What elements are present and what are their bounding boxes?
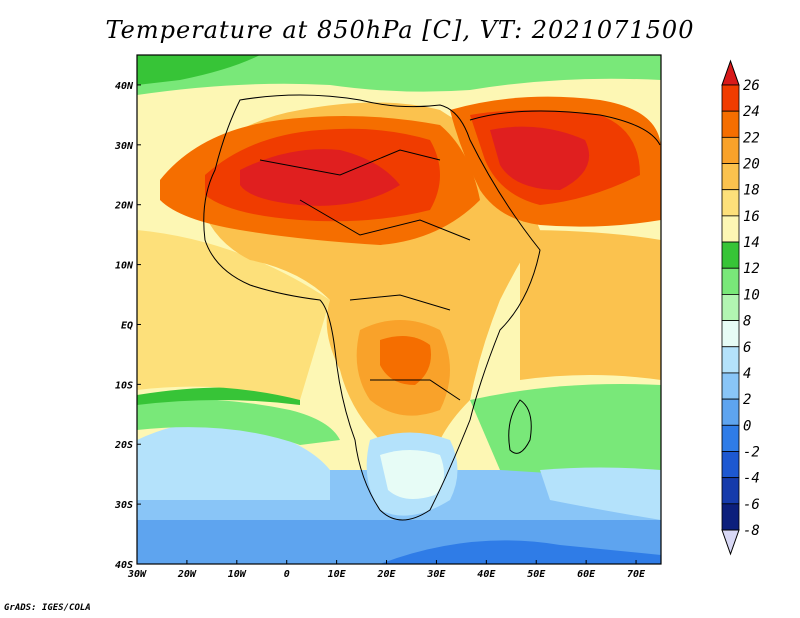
- lat-tick-label: 10N: [115, 261, 134, 272]
- lat-tick-label: 30S: [114, 500, 133, 511]
- map-frame: [136, 54, 662, 565]
- colorbar-label: 22: [743, 130, 760, 146]
- lon-tick-label: 10E: [328, 569, 347, 580]
- lon-tick-label: 20W: [177, 569, 197, 580]
- colorbar-box: [721, 398, 740, 426]
- lon-tick-label: 30E: [426, 569, 446, 580]
- lat-tick-label: 20N: [114, 201, 134, 212]
- colorbar-box: [721, 136, 740, 164]
- colorbar-box: [721, 267, 740, 295]
- colorbar-label: 8: [743, 314, 751, 330]
- longitude-axis: 30W 20W 10W 0 10E 20E 30E 40E 50E 60E 70E: [127, 560, 646, 580]
- lat-tick-label: 20S: [114, 440, 133, 451]
- colorbar-label: 10: [743, 287, 760, 303]
- map-title: Temperature at 850hPa [C], VT: 202107150…: [105, 16, 695, 44]
- lat-tick-label: 30N: [114, 141, 134, 152]
- lon-tick-label: 60E: [577, 569, 596, 580]
- colorbar-bottom-arrow: [721, 529, 740, 556]
- lat-tick-label: 40N: [115, 81, 134, 92]
- colorbar-label: 6: [743, 340, 751, 356]
- colorbar-label: -6: [743, 497, 760, 513]
- lat-tick-label: EQ: [121, 320, 133, 331]
- colorbar-label: 0: [743, 418, 751, 434]
- colorbar-label: 26: [743, 78, 760, 94]
- lon-tick-label: 70E: [627, 569, 646, 580]
- lat-tick-label: 40S: [115, 560, 133, 571]
- latitude-axis: 40N 30N 20N 10N EQ 10S 20S 30S 40S: [114, 81, 141, 571]
- colorbar-box: [721, 189, 740, 217]
- colorbar-label: 2: [743, 392, 751, 408]
- colorbar-top-arrow: [721, 59, 740, 86]
- lon-tick-label: 40E: [477, 569, 496, 580]
- colorbar-box: [721, 163, 740, 191]
- colorbar-label: -8: [743, 523, 760, 539]
- colorbar-label: 16: [743, 209, 760, 225]
- colorbar-label: 18: [743, 183, 760, 199]
- colorbar-box: [721, 215, 740, 243]
- colorbar-box: [721, 294, 740, 321]
- colorbar-box: [721, 346, 740, 374]
- lon-tick-label: 30W: [127, 569, 147, 580]
- grads-credit: GrADS: IGES/COLA: [4, 603, 91, 613]
- colorbar-label: 14: [743, 235, 760, 251]
- colorbar-box: [721, 320, 740, 348]
- colorbar-box: [721, 451, 740, 479]
- colorbar-label: 4: [743, 366, 751, 382]
- lon-tick-label: 50E: [527, 569, 546, 580]
- colorbar-label: -2: [743, 444, 760, 460]
- temperature-field: [137, 55, 661, 564]
- colorbar-label: -4: [743, 471, 760, 487]
- colorbar-box: [721, 372, 740, 400]
- colorbar-box: [721, 503, 740, 531]
- colorbar-label: 20: [743, 157, 760, 173]
- colorbar-box: [721, 424, 740, 452]
- lat-tick-label: 10S: [115, 380, 133, 391]
- lon-tick-label: 0: [284, 569, 290, 580]
- colorbar-box: [721, 84, 740, 112]
- colorbar-box: [721, 110, 740, 138]
- colorbar-box: [721, 241, 740, 269]
- lon-tick-label: 20E: [376, 569, 396, 580]
- colorbar-label: 12: [743, 261, 760, 277]
- coastlines: [203, 94, 661, 521]
- lon-tick-label: 10W: [228, 569, 247, 580]
- colorbar-box: [721, 477, 740, 505]
- colorbar-label: 24: [743, 104, 760, 120]
